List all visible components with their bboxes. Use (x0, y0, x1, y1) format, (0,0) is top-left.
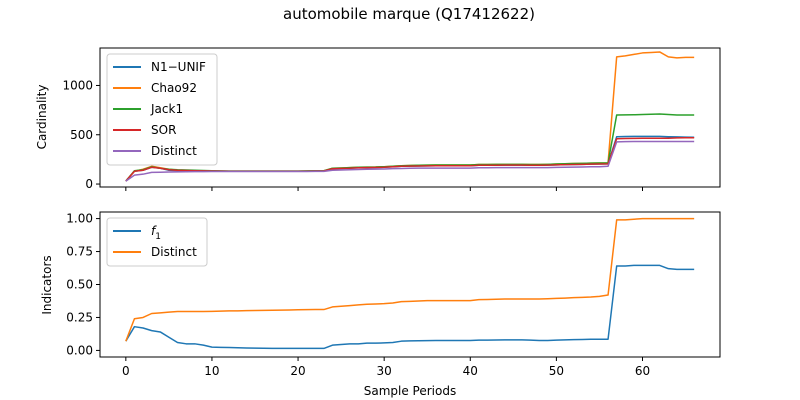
x-tick-label: 40 (463, 364, 478, 378)
series-line (125, 217, 695, 342)
y-tick-label: 0.75 (66, 245, 93, 259)
panel-indicators-y-label: Indicators (40, 255, 54, 314)
legend-label: Jack1 (150, 102, 183, 116)
y-tick-label: 1000 (62, 78, 93, 92)
x-tick-label: 60 (635, 364, 650, 378)
x-axis-label: Sample Periods (364, 384, 456, 398)
panel-cardinality-legend: N1−UNIF Chao92 Jack1 SOR Distinct (106, 53, 218, 166)
y-tick-label: 0.25 (66, 310, 93, 324)
panel-indicators-y-ticks: 0.00 0.25 0.50 0.75 1.00 (66, 212, 100, 357)
x-tick-label: 30 (377, 364, 392, 378)
panel-indicators-x-ticks: 0 10 20 30 40 50 60 (122, 357, 650, 378)
y-tick-label: 0.50 (66, 278, 93, 292)
series-line (125, 140, 695, 182)
panel-indicators-legend: f1 Distinct (106, 217, 208, 267)
panel-cardinality: 0 500 1000 Cardinality N1−UNIF Chao92 Jack1 S… (35, 47, 721, 191)
x-tick-label: 20 (290, 364, 305, 378)
legend-box (106, 53, 218, 166)
x-tick-label: 50 (549, 364, 564, 378)
y-tick-label: 500 (70, 128, 93, 142)
x-tick-label: 0 (122, 364, 130, 378)
x-tick-label: 10 (204, 364, 219, 378)
panel-cardinality-series (125, 51, 695, 182)
y-tick-label: 0 (85, 177, 93, 191)
legend-label: Distinct (151, 245, 197, 259)
panel-cardinality-frame (99, 47, 721, 188)
chart-title: automobile marque (Q17412622) (283, 5, 535, 23)
legend-label: f1 (151, 224, 161, 242)
legend-label: Distinct (151, 144, 197, 158)
panel-indicators: 0.00 0.25 0.50 0.75 1.00 0 10 20 30 40 50 60 Indic… (40, 211, 721, 378)
y-tick-label: 1.00 (66, 212, 93, 226)
panel-cardinality-x-ticks (125, 187, 643, 191)
panel-cardinality-y-ticks: 0 500 1000 (62, 78, 100, 191)
panel-indicators-series (125, 217, 695, 350)
legend-label: N1−UNIF (151, 60, 206, 74)
legend-label: Chao92 (151, 81, 197, 95)
y-tick-label: 0.00 (66, 343, 93, 357)
series-line (125, 264, 695, 350)
panel-cardinality-y-label: Cardinality (35, 85, 49, 150)
legend-label: SOR (151, 123, 176, 137)
